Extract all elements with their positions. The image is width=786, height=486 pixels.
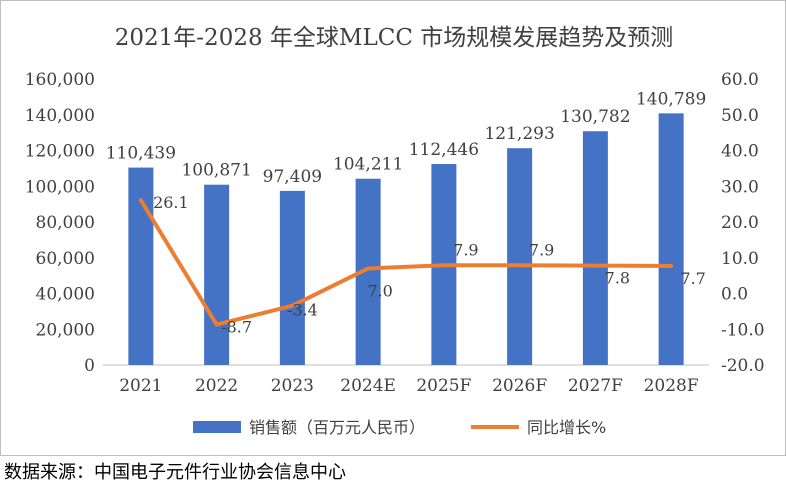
bar-value-label: 130,782 xyxy=(560,107,630,127)
bar-value-label: 121,293 xyxy=(484,124,554,144)
y-right-tick-label: -20.0 xyxy=(721,356,765,376)
axes: 0 20,000 40,000 60,000 80,000 100,000 120,000 1… xyxy=(25,70,765,396)
source-note: 数据来源：中国电子元件行业协会信息中心 xyxy=(4,462,346,483)
legend-bar-label: 销售额（百万元人民币） xyxy=(249,418,425,437)
line-point xyxy=(519,264,521,266)
x-tick-label: 2022 xyxy=(195,376,238,396)
y-left-tick-label: 80,000 xyxy=(36,213,95,233)
line-value-label: 7.9 xyxy=(529,240,554,259)
line-point xyxy=(140,199,142,201)
line-point xyxy=(443,264,445,266)
bar-value-label: 140,789 xyxy=(636,89,706,109)
x-tick-label: 2026F xyxy=(492,376,547,396)
y-right-tick-label: 30.0 xyxy=(721,177,759,197)
y-right-tick-label: 10.0 xyxy=(721,249,759,269)
line-value-label: -8.7 xyxy=(221,318,252,337)
bar-value-label: 104,211 xyxy=(333,155,403,175)
y-right-tick-label: 50.0 xyxy=(721,106,759,126)
bar-value-label: 110,439 xyxy=(106,144,176,164)
line-point xyxy=(291,305,293,307)
y-right-tick-label: -10.0 xyxy=(721,320,765,340)
y-left-tick-label: 20,000 xyxy=(36,320,95,340)
bars xyxy=(128,113,684,365)
y-left-tick-label: 40,000 xyxy=(36,285,95,305)
legend-bar-swatch xyxy=(193,421,241,433)
y-left-tick-label: 60,000 xyxy=(36,249,95,269)
y-left-tick-label: 140,000 xyxy=(25,106,95,126)
bar-value-label: 100,871 xyxy=(181,161,251,181)
y-right-tick-label: 0.0 xyxy=(721,285,748,305)
combo-chart: 2021年-2028 年全球MLCC 市场规模发展趋势及预测 0 20,000 40… xyxy=(25,25,765,437)
growth-line-path xyxy=(138,198,674,327)
x-tick-label: 2021 xyxy=(119,376,162,396)
bar-value-label: 112,446 xyxy=(409,140,479,160)
line-point xyxy=(216,324,218,326)
y-right-tick-label: 60.0 xyxy=(721,70,759,90)
y-right-tick-label: 40.0 xyxy=(721,142,759,162)
line-point xyxy=(367,267,369,269)
chart-title: 2021年-2028 年全球MLCC 市场规模发展趋势及预测 xyxy=(115,25,673,51)
x-tick-label: 2024E xyxy=(340,376,396,396)
bar-value-label: 97,409 xyxy=(263,167,322,187)
y-left-tick-label: 100,000 xyxy=(25,177,95,197)
legend-line-label: 同比增长% xyxy=(527,418,606,437)
y-right-tick-label: 20.0 xyxy=(721,213,759,233)
x-tick-label: 2023 xyxy=(271,376,314,396)
x-tick-label: 2028F xyxy=(644,376,699,396)
legend: 销售额（百万元人民币） 同比增长% xyxy=(193,418,606,437)
line-value-label: 7.8 xyxy=(605,269,630,288)
x-tick-label: 2025F xyxy=(416,376,471,396)
line-value-label: 26.1 xyxy=(153,193,189,212)
bar xyxy=(279,190,305,365)
line-point xyxy=(594,265,596,267)
y-left-tick-label: 120,000 xyxy=(25,142,95,162)
bar xyxy=(507,148,533,365)
bar xyxy=(658,113,684,365)
chart-container: 2021年-2028 年全球MLCC 市场规模发展趋势及预测 0 20,000 40… xyxy=(0,0,786,456)
bar xyxy=(204,184,230,365)
growth-line xyxy=(138,198,674,327)
line-point xyxy=(670,265,672,267)
line-value-label: 7.7 xyxy=(680,269,705,288)
bar xyxy=(128,167,154,365)
line-value-label: 7.9 xyxy=(453,240,478,259)
line-value-label: 7.0 xyxy=(367,281,392,300)
bar xyxy=(582,131,608,365)
y-left-tick-label: 160,000 xyxy=(25,70,95,90)
line-value-label: -3.4 xyxy=(287,301,318,320)
y-left-tick-label: 0 xyxy=(84,356,95,376)
x-tick-label: 2027F xyxy=(568,376,623,396)
